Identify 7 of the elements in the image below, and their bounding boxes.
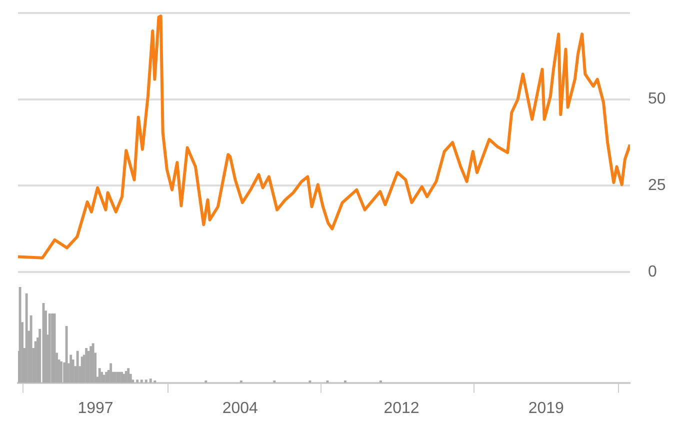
x-tick-label: 2019: [528, 400, 564, 417]
x-tick-label: 2012: [384, 400, 420, 417]
y-tick-label: 25: [648, 177, 666, 194]
x-tick-label: 1997: [78, 400, 114, 417]
y-tick-label: 50: [648, 90, 666, 108]
x-tick-label: 2004: [222, 400, 258, 417]
y-tick-label: 0: [648, 263, 657, 280]
